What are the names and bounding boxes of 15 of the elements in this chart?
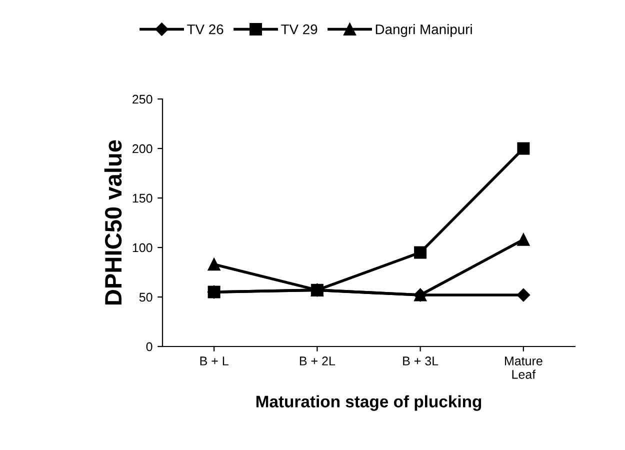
legend-label: Dangri Manipuri — [376, 24, 472, 37]
x-tick-label: Mature Leaf — [505, 356, 542, 379]
legend-label: TV 29 — [281, 24, 318, 34]
y-tick-label: 250 — [132, 94, 152, 104]
y-tick-label: 200 — [132, 144, 152, 154]
y-tick-label: 0 — [146, 342, 152, 352]
y-axis-title: DPHIC50 value — [104, 140, 122, 304]
y-tick-label: 150 — [132, 194, 152, 203]
y-tick-label: 100 — [132, 243, 152, 252]
x-tick-label: B + 3L — [403, 356, 438, 366]
x-tick-label: B + L — [200, 356, 228, 366]
y-tick-label: 50 — [139, 292, 152, 302]
legend-label: TV 26 — [187, 24, 224, 34]
x-tick-label: B + 2L — [300, 356, 336, 366]
x-axis-title: Maturation stage of plucking — [256, 395, 482, 411]
